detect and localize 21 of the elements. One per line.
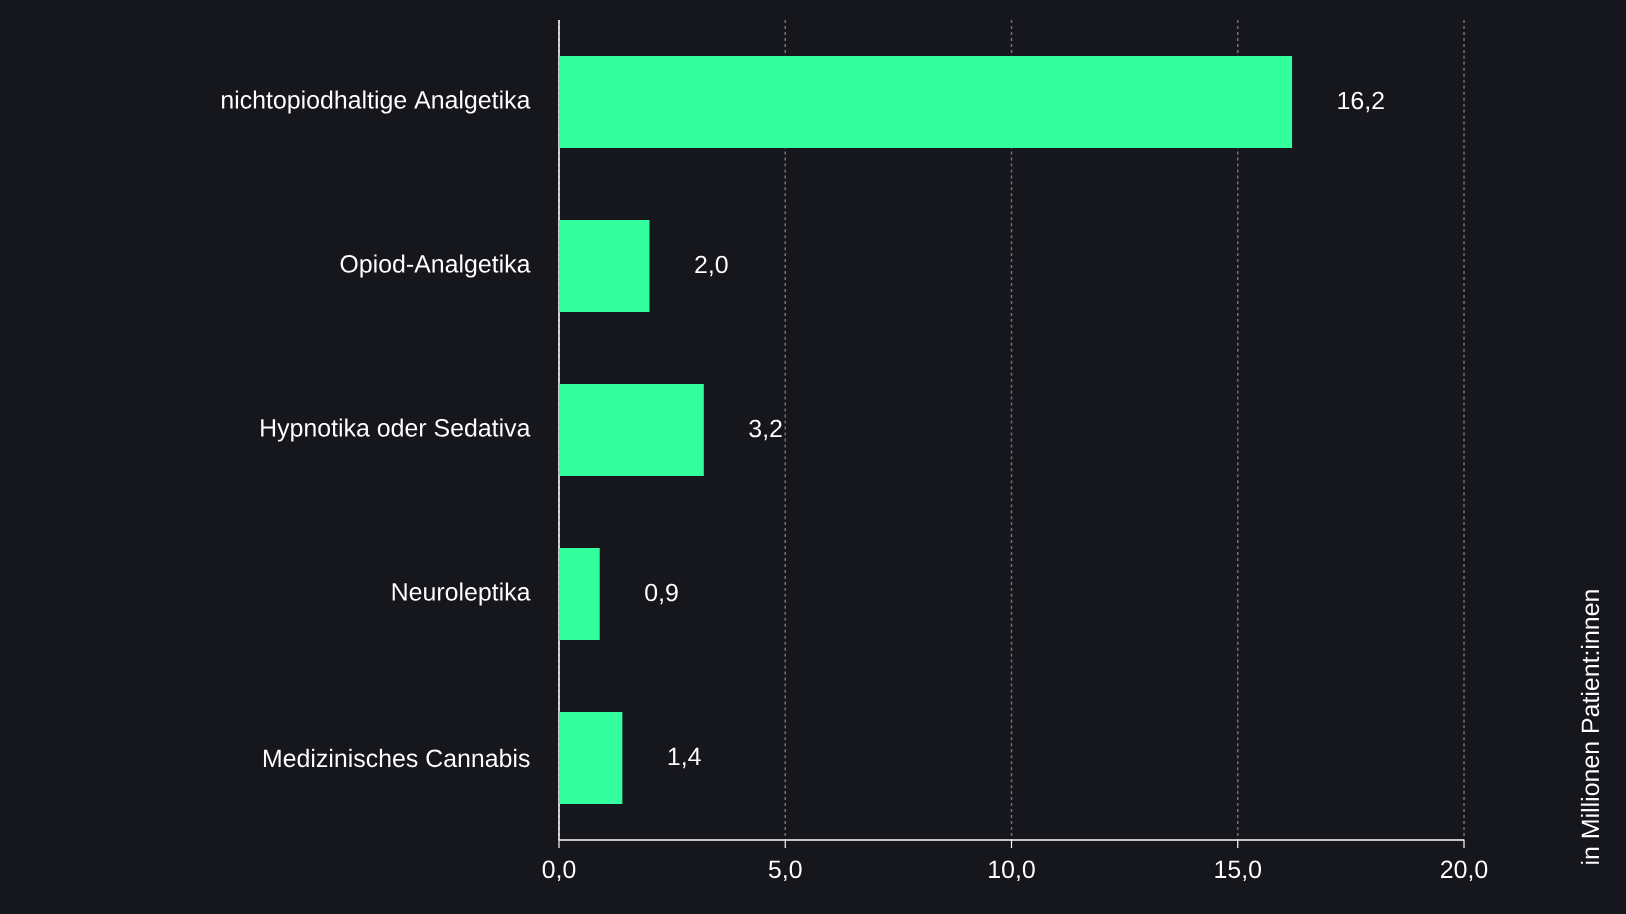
text: in Millionen Patient:innen xyxy=(1580,590,1600,864)
data-label: 3,2 xyxy=(749,419,782,441)
y-tick-label: Opiod-Analgetika xyxy=(340,254,531,278)
bar xyxy=(559,56,1293,148)
data-label: 0,9 xyxy=(645,583,678,605)
bar xyxy=(559,384,704,477)
data-label: 16,2 xyxy=(1338,91,1384,113)
bar xyxy=(559,712,623,805)
bar xyxy=(559,548,600,641)
data-label: 2,0 xyxy=(695,255,728,277)
y-tick-label: Medizinisches Cannabis xyxy=(263,748,530,768)
data-label: 1,4 xyxy=(668,747,701,769)
y-tick-label: nichtopiodhaltige Analgetika xyxy=(221,90,531,114)
x-tick-label: 5,0 xyxy=(768,860,802,882)
bar xyxy=(559,220,650,312)
x-tick-label: 15,0 xyxy=(1215,860,1262,882)
x-tick-label: 20,0 xyxy=(1441,860,1488,882)
y-tick-label: Hypnotika oder Sedativa xyxy=(261,418,531,442)
y-tick-label: Neuroleptika xyxy=(392,582,531,606)
x-tick-label: 0,0 xyxy=(542,860,576,882)
x-tick-label: 10,0 xyxy=(989,860,1035,882)
